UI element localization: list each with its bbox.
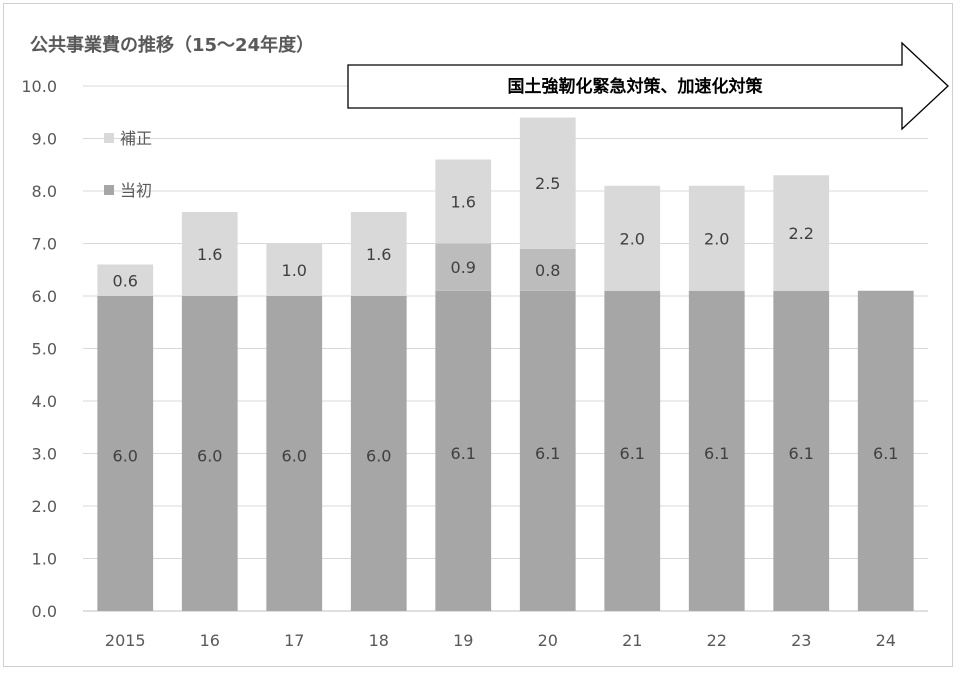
data-label-supplementary-21: 2.0 (620, 229, 645, 248)
bar-supplementary-22 (688, 185, 745, 291)
data-label-initial-17: 6.0 (282, 447, 307, 466)
data-label-initial-21: 6.1 (620, 444, 645, 463)
y-tick-label: 1.0 (32, 550, 57, 569)
y-tick-label: 5.0 (32, 340, 57, 359)
legend-swatch-initial (104, 185, 114, 195)
bar-supplementary-23 (773, 175, 830, 291)
y-tick-label: 0.0 (32, 602, 57, 621)
chart-title: 公共事業費の推移（15～24年度） (30, 35, 315, 56)
x-tick-label: 19 (453, 631, 473, 650)
bar-supplementary-2015 (97, 264, 154, 296)
y-tick-label: 9.0 (32, 130, 57, 149)
bar-supplementary-17 (266, 243, 323, 296)
data-label-initial-2015: 6.0 (113, 447, 138, 466)
y-tick-label: 7.0 (32, 235, 57, 254)
legend-label-supplementary: 補正 (120, 129, 152, 148)
data-label-supplementary-16: 1.6 (197, 245, 222, 264)
data-label-initial-16: 6.0 (197, 447, 222, 466)
data-label-supplementary-22: 2.0 (704, 229, 729, 248)
bar-supplementary-16 (181, 212, 238, 296)
bar-initial-18 (350, 296, 407, 611)
data-label-initial-20: 6.1 (535, 444, 560, 463)
x-tick-label: 18 (369, 631, 389, 650)
axis-ticks: 0.0 1.0 2.0 3.0 4.0 5.0 6.0 7.0 8.0 9.0 10.0 2015 16… (21, 77, 896, 650)
x-tick-label: 22 (707, 631, 727, 650)
bar-initial-16 (181, 296, 238, 611)
bar-supplementary-20 (519, 117, 576, 249)
data-label-initial-19: 6.1 (451, 444, 476, 463)
data-label-supplementary-20: 2.5 (535, 174, 560, 193)
bar-additional-20 (519, 248, 576, 291)
bar-initial-21 (604, 290, 661, 611)
bar-initial-17 (266, 296, 323, 611)
data-label-supplementary-19: 1.6 (451, 193, 476, 212)
y-tick-label: 10.0 (21, 77, 57, 96)
data-label-additional-19: 0.9 (451, 258, 476, 277)
bar-initial-23 (773, 290, 830, 611)
x-tick-label: 21 (622, 631, 642, 650)
bar-supplementary-21 (604, 185, 661, 291)
x-tick-label: 20 (538, 631, 558, 650)
bar-initial-20 (519, 290, 576, 611)
data-label-initial-24: 6.1 (873, 444, 898, 463)
data-label-initial-22: 6.1 (704, 444, 729, 463)
bar-initial-24 (857, 290, 914, 611)
y-tick-label: 6.0 (32, 287, 57, 306)
legend-swatch-supplementary (104, 133, 114, 143)
data-label-initial-18: 6.0 (366, 447, 391, 466)
bar-initial-22 (688, 290, 745, 611)
bar-supplementary-19 (435, 159, 492, 244)
y-tick-label: 2.0 (32, 497, 57, 516)
data-label-supplementary-23: 2.2 (789, 224, 814, 243)
data-label-initial-23: 6.1 (789, 444, 814, 463)
data-label-additional-20: 0.8 (535, 261, 560, 280)
data-label-supplementary-17: 1.0 (282, 261, 307, 280)
data-label-supplementary-18: 1.6 (366, 245, 391, 264)
banner-arrow (347, 41, 949, 131)
policy-banner: 国土強靭化緊急対策、加速化対策 (347, 41, 949, 131)
x-tick-label: 23 (791, 631, 811, 650)
bar-initial-2015 (97, 296, 154, 611)
legend-label-initial: 当初 (120, 181, 152, 200)
bars (97, 117, 914, 611)
x-tick-label: 2015 (105, 631, 146, 650)
data-label-supplementary-2015: 0.6 (113, 271, 138, 290)
x-tick-label: 16 (200, 631, 220, 650)
y-tick-label: 8.0 (32, 182, 57, 201)
bar-additional-19 (435, 243, 492, 291)
x-tick-label: 17 (284, 631, 304, 650)
y-tick-label: 4.0 (32, 392, 57, 411)
y-tick-label: 3.0 (32, 445, 57, 464)
x-tick-label: 24 (876, 631, 896, 650)
data-labels: 6.0 0.6 6.0 1.6 6.0 1.0 6.0 1.6 6.1 0.9 1.6 6.1 0.8 2… (113, 174, 899, 465)
bar-initial-19 (435, 290, 492, 611)
bar-supplementary-18 (350, 212, 407, 296)
banner-text: 国土強靭化緊急対策、加速化対策 (508, 76, 764, 97)
